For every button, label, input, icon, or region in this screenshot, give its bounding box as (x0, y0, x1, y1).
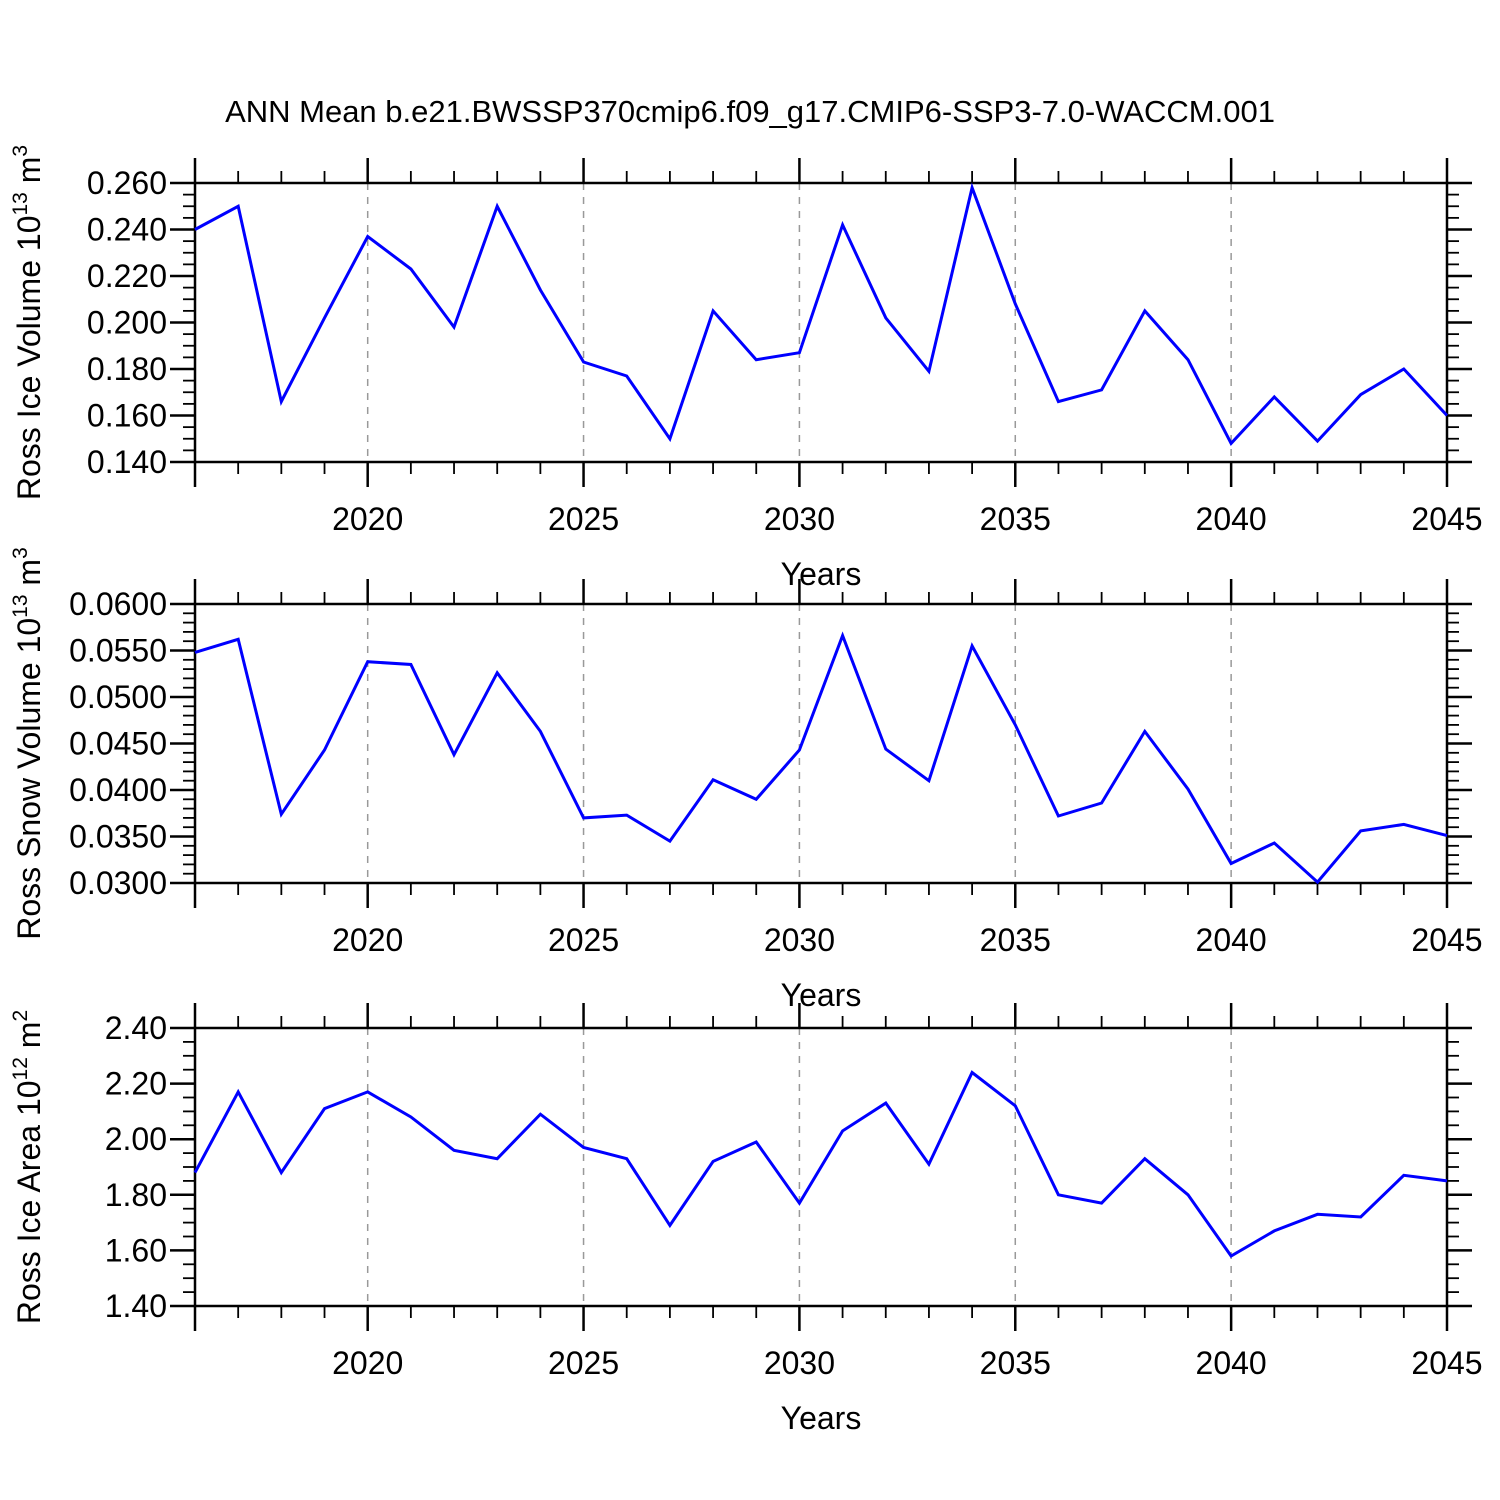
y-tick-label: 0.0350 (69, 819, 167, 855)
x-tick-label: 2030 (764, 1345, 835, 1381)
y-axis-title-part: Ross Ice Area 10 (11, 1080, 47, 1324)
axis-frame (193, 181, 1449, 464)
x-tick-label: 2020 (332, 501, 403, 537)
y-tick-label: 2.00 (105, 1121, 167, 1157)
y-tick-label: 0.160 (87, 398, 167, 434)
data-line-ross-ice-area (193, 1070, 1448, 1258)
y-tick-label: 2.40 (105, 1010, 167, 1046)
y-tick-label: 0.240 (87, 212, 167, 248)
y-tick-label: 1.80 (105, 1177, 167, 1213)
y-tick-label: 2.20 (105, 1066, 167, 1102)
data-line-ross-ice-volume (194, 182, 1449, 446)
x-tick-label: 2030 (764, 501, 835, 537)
x-tick-label: 2025 (548, 922, 619, 958)
y-axis-title: Ross Ice Volume 1013 m3 (9, 145, 47, 500)
y-axis-title-part: Ross Ice Volume 10 (11, 216, 47, 501)
x-axis-title: Years (781, 556, 862, 592)
chart-panels: 2020 2025 2030 2035 2040 2045 Years 0.140 0.160 0… (9, 145, 1483, 1436)
x-tick-label: 2025 (548, 501, 619, 537)
figure-title: ANN Mean b.e21.BWSSP370cmip6.f09_g17.CMI… (225, 94, 1275, 129)
y-axis-title-part: Ross Snow Volume 10 (11, 618, 47, 940)
y-axis-title: Ross Ice Area 1012 m2 (9, 1010, 47, 1324)
x-axis-title: Years (781, 1400, 862, 1436)
panel-ross-ice-volume: 2020 2025 2030 2035 2040 2045 Years 0.140 0.160 0… (9, 145, 1483, 592)
y-tick-label: 0.180 (87, 351, 167, 387)
y-tick-label: 0.0450 (69, 726, 167, 762)
y-axis-title: Ross Snow Volume 1013 m3 (9, 547, 47, 940)
y-axis-title-part: m (11, 157, 47, 193)
x-tick-label: 2020 (332, 922, 403, 958)
y-tick-label: 1.60 (105, 1232, 167, 1268)
y-tick-label: 0.220 (87, 258, 167, 294)
x-tick-label: 2035 (980, 922, 1051, 958)
y-tick-label: 0.0550 (69, 633, 167, 669)
x-tick-label: 2020 (332, 1345, 403, 1381)
y-axis-title-part: 13 (9, 192, 32, 215)
panel-ross-ice-area: 2020 2025 2030 2035 2040 2045 Years 1.40 1.60 1.8… (9, 1003, 1483, 1436)
x-tick-label: 2035 (980, 501, 1051, 537)
y-axis-title-part: 13 (9, 594, 32, 617)
y-tick-label: 0.200 (87, 305, 167, 341)
x-tick-label: 2040 (1196, 501, 1267, 537)
y-axis-title-part: 3 (9, 547, 32, 559)
x-tick-label: 2045 (1411, 1345, 1482, 1381)
panel-ross-snow-volume: 2020 2025 2030 2035 2040 2045 Years 0.0300 0.035… (9, 547, 1483, 1013)
y-tick-label: 0.0500 (69, 679, 167, 715)
y-axis-title-part: m (11, 559, 47, 595)
y-tick-label: 0.0300 (69, 865, 167, 901)
x-tick-label: 2045 (1411, 922, 1482, 958)
x-tick-label: 2045 (1411, 501, 1482, 537)
y-tick-label: 0.140 (87, 444, 167, 480)
y-tick-label: 0.260 (87, 165, 167, 201)
y-tick-label: 0.0600 (69, 586, 167, 622)
y-axis-title-part: 12 (9, 1057, 32, 1080)
y-tick-label: 0.0400 (69, 772, 167, 808)
x-axis-title: Years (781, 977, 862, 1013)
y-axis-title-part: m (11, 1022, 47, 1058)
x-tick-label: 2040 (1196, 922, 1267, 958)
x-tick-label: 2040 (1196, 1345, 1267, 1381)
x-tick-label: 2025 (548, 1345, 619, 1381)
data-line-ross-snow-volume (194, 631, 1448, 885)
axis-frame (193, 602, 1449, 885)
x-tick-label: 2030 (764, 922, 835, 958)
y-axis-title-part: 2 (9, 1010, 32, 1022)
x-tick-label: 2035 (980, 1345, 1051, 1381)
y-tick-label: 1.40 (105, 1288, 167, 1324)
y-axis-title-part: 3 (9, 145, 32, 157)
